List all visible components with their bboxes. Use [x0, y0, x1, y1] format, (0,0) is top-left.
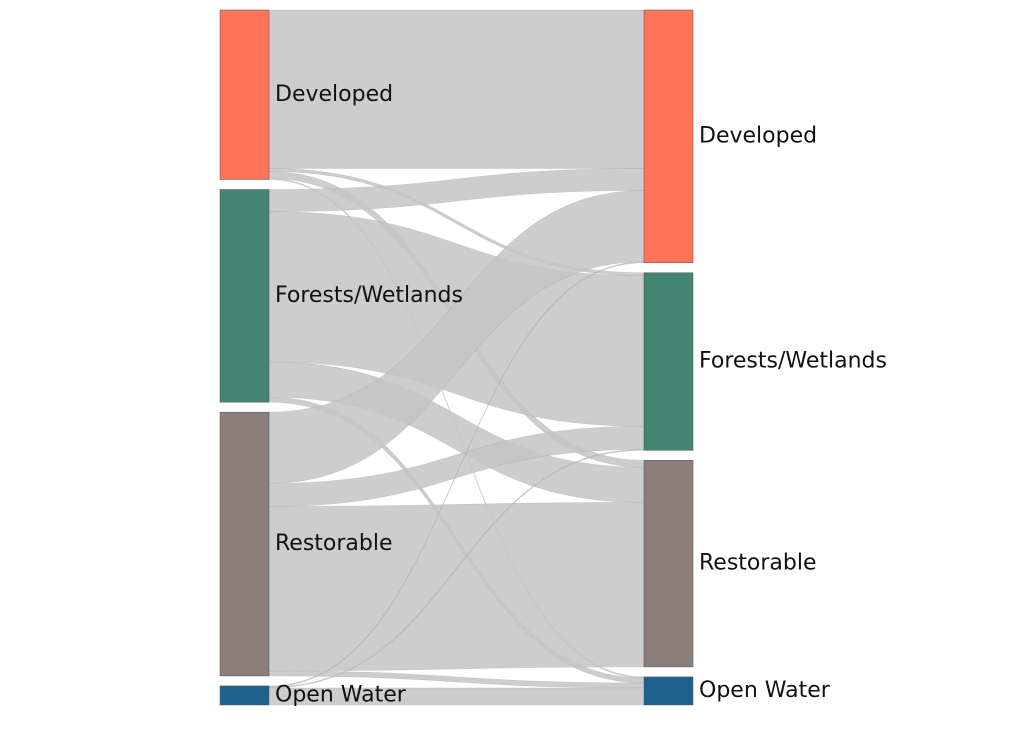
node-left-open-water — [219, 685, 270, 706]
sankey-links — [268, 9, 645, 706]
sankey-labels: Developed Forests/Wetlands Restorable Open … — [275, 82, 887, 708]
label-left-open-water: Open Water — [275, 682, 407, 707]
label-left-forests-wetlands: Forests/Wetlands — [275, 283, 463, 308]
label-left-developed: Developed — [275, 82, 393, 107]
node-right-developed — [643, 9, 694, 264]
node-left-forests-wetlands — [219, 189, 270, 403]
label-right-restorable: Restorable — [699, 551, 817, 576]
label-right-forests-wetlands: Forests/Wetlands — [699, 349, 887, 374]
label-right-developed: Developed — [699, 123, 817, 148]
node-right-open-water — [643, 676, 694, 706]
node-right-restorable — [643, 460, 694, 668]
label-right-open-water: Open Water — [699, 678, 831, 703]
sankey-nodes — [219, 9, 694, 706]
node-left-restorable — [219, 411, 270, 677]
label-left-restorable: Restorable — [275, 531, 393, 556]
node-left-developed — [219, 9, 270, 180]
link-restorable-to-restorable — [268, 502, 645, 672]
node-right-forests-wetlands — [643, 272, 694, 451]
